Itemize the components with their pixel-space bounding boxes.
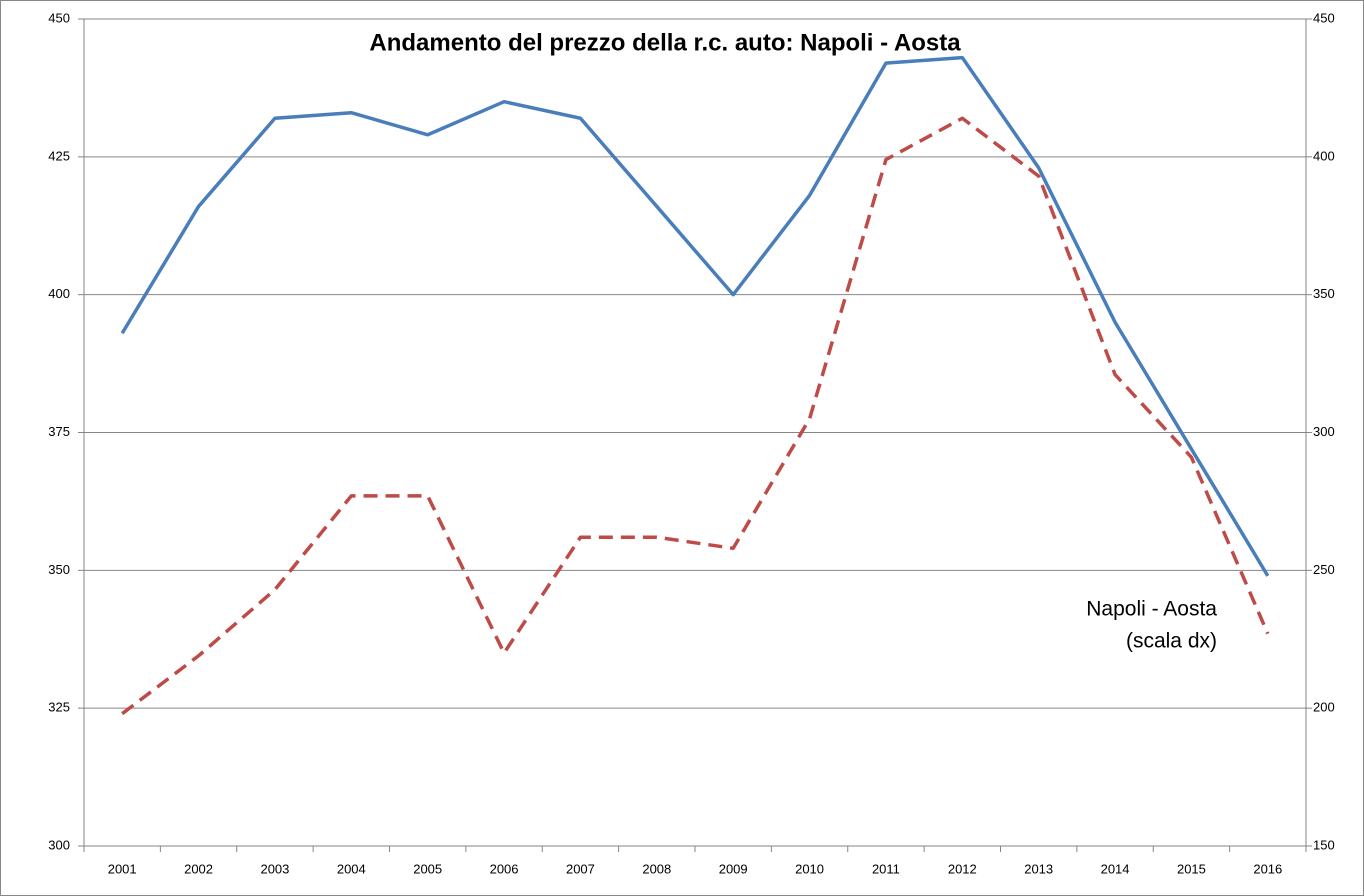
chart-title: Andamento del prezzo della r.c. auto: Na…: [369, 29, 961, 56]
y2-tick-label: 150: [1313, 837, 1335, 852]
annotation: Napoli - Aosta: [1086, 598, 1217, 621]
y-tick-label: 425: [48, 148, 70, 163]
y2-tick-label: 350: [1313, 286, 1335, 301]
y-tick-label: 300: [48, 837, 70, 852]
series-line: [120, 55, 1270, 577]
y2-tick-label: 200: [1313, 700, 1335, 715]
y2-tick-label: 300: [1313, 424, 1335, 439]
y2-tick-label: 250: [1313, 562, 1335, 577]
y-tick-label: 450: [48, 10, 70, 25]
x-tick-label: 2008: [642, 861, 671, 876]
x-tick-label: 2009: [719, 861, 748, 876]
x-tick-label: 2012: [948, 861, 977, 876]
y-tick-label: 375: [48, 424, 70, 439]
series-line: [121, 116, 1270, 716]
x-tick-label: 2013: [1024, 861, 1053, 876]
x-tick-label: 2002: [184, 861, 213, 876]
x-tick-label: 2001: [108, 861, 137, 876]
x-tick-label: 2007: [566, 861, 595, 876]
x-tick-label: 2003: [260, 861, 289, 876]
x-tick-label: 2005: [413, 861, 442, 876]
y-tick-label: 325: [48, 700, 70, 715]
y2-tick-label: 450: [1313, 10, 1335, 25]
y-tick-label: 400: [48, 286, 70, 301]
x-tick-label: 2010: [795, 861, 824, 876]
y2-tick-label: 400: [1313, 148, 1335, 163]
x-tick-label: 2004: [337, 861, 366, 876]
x-tick-label: 2011: [872, 861, 900, 876]
x-tick-label: 2014: [1101, 861, 1130, 876]
x-tick-label: 2016: [1253, 861, 1282, 876]
x-tick-label: 2015: [1177, 861, 1206, 876]
annotation: (scala dx): [1126, 630, 1217, 653]
y-tick-label: 350: [48, 562, 70, 577]
x-tick-label: 2006: [490, 861, 519, 876]
